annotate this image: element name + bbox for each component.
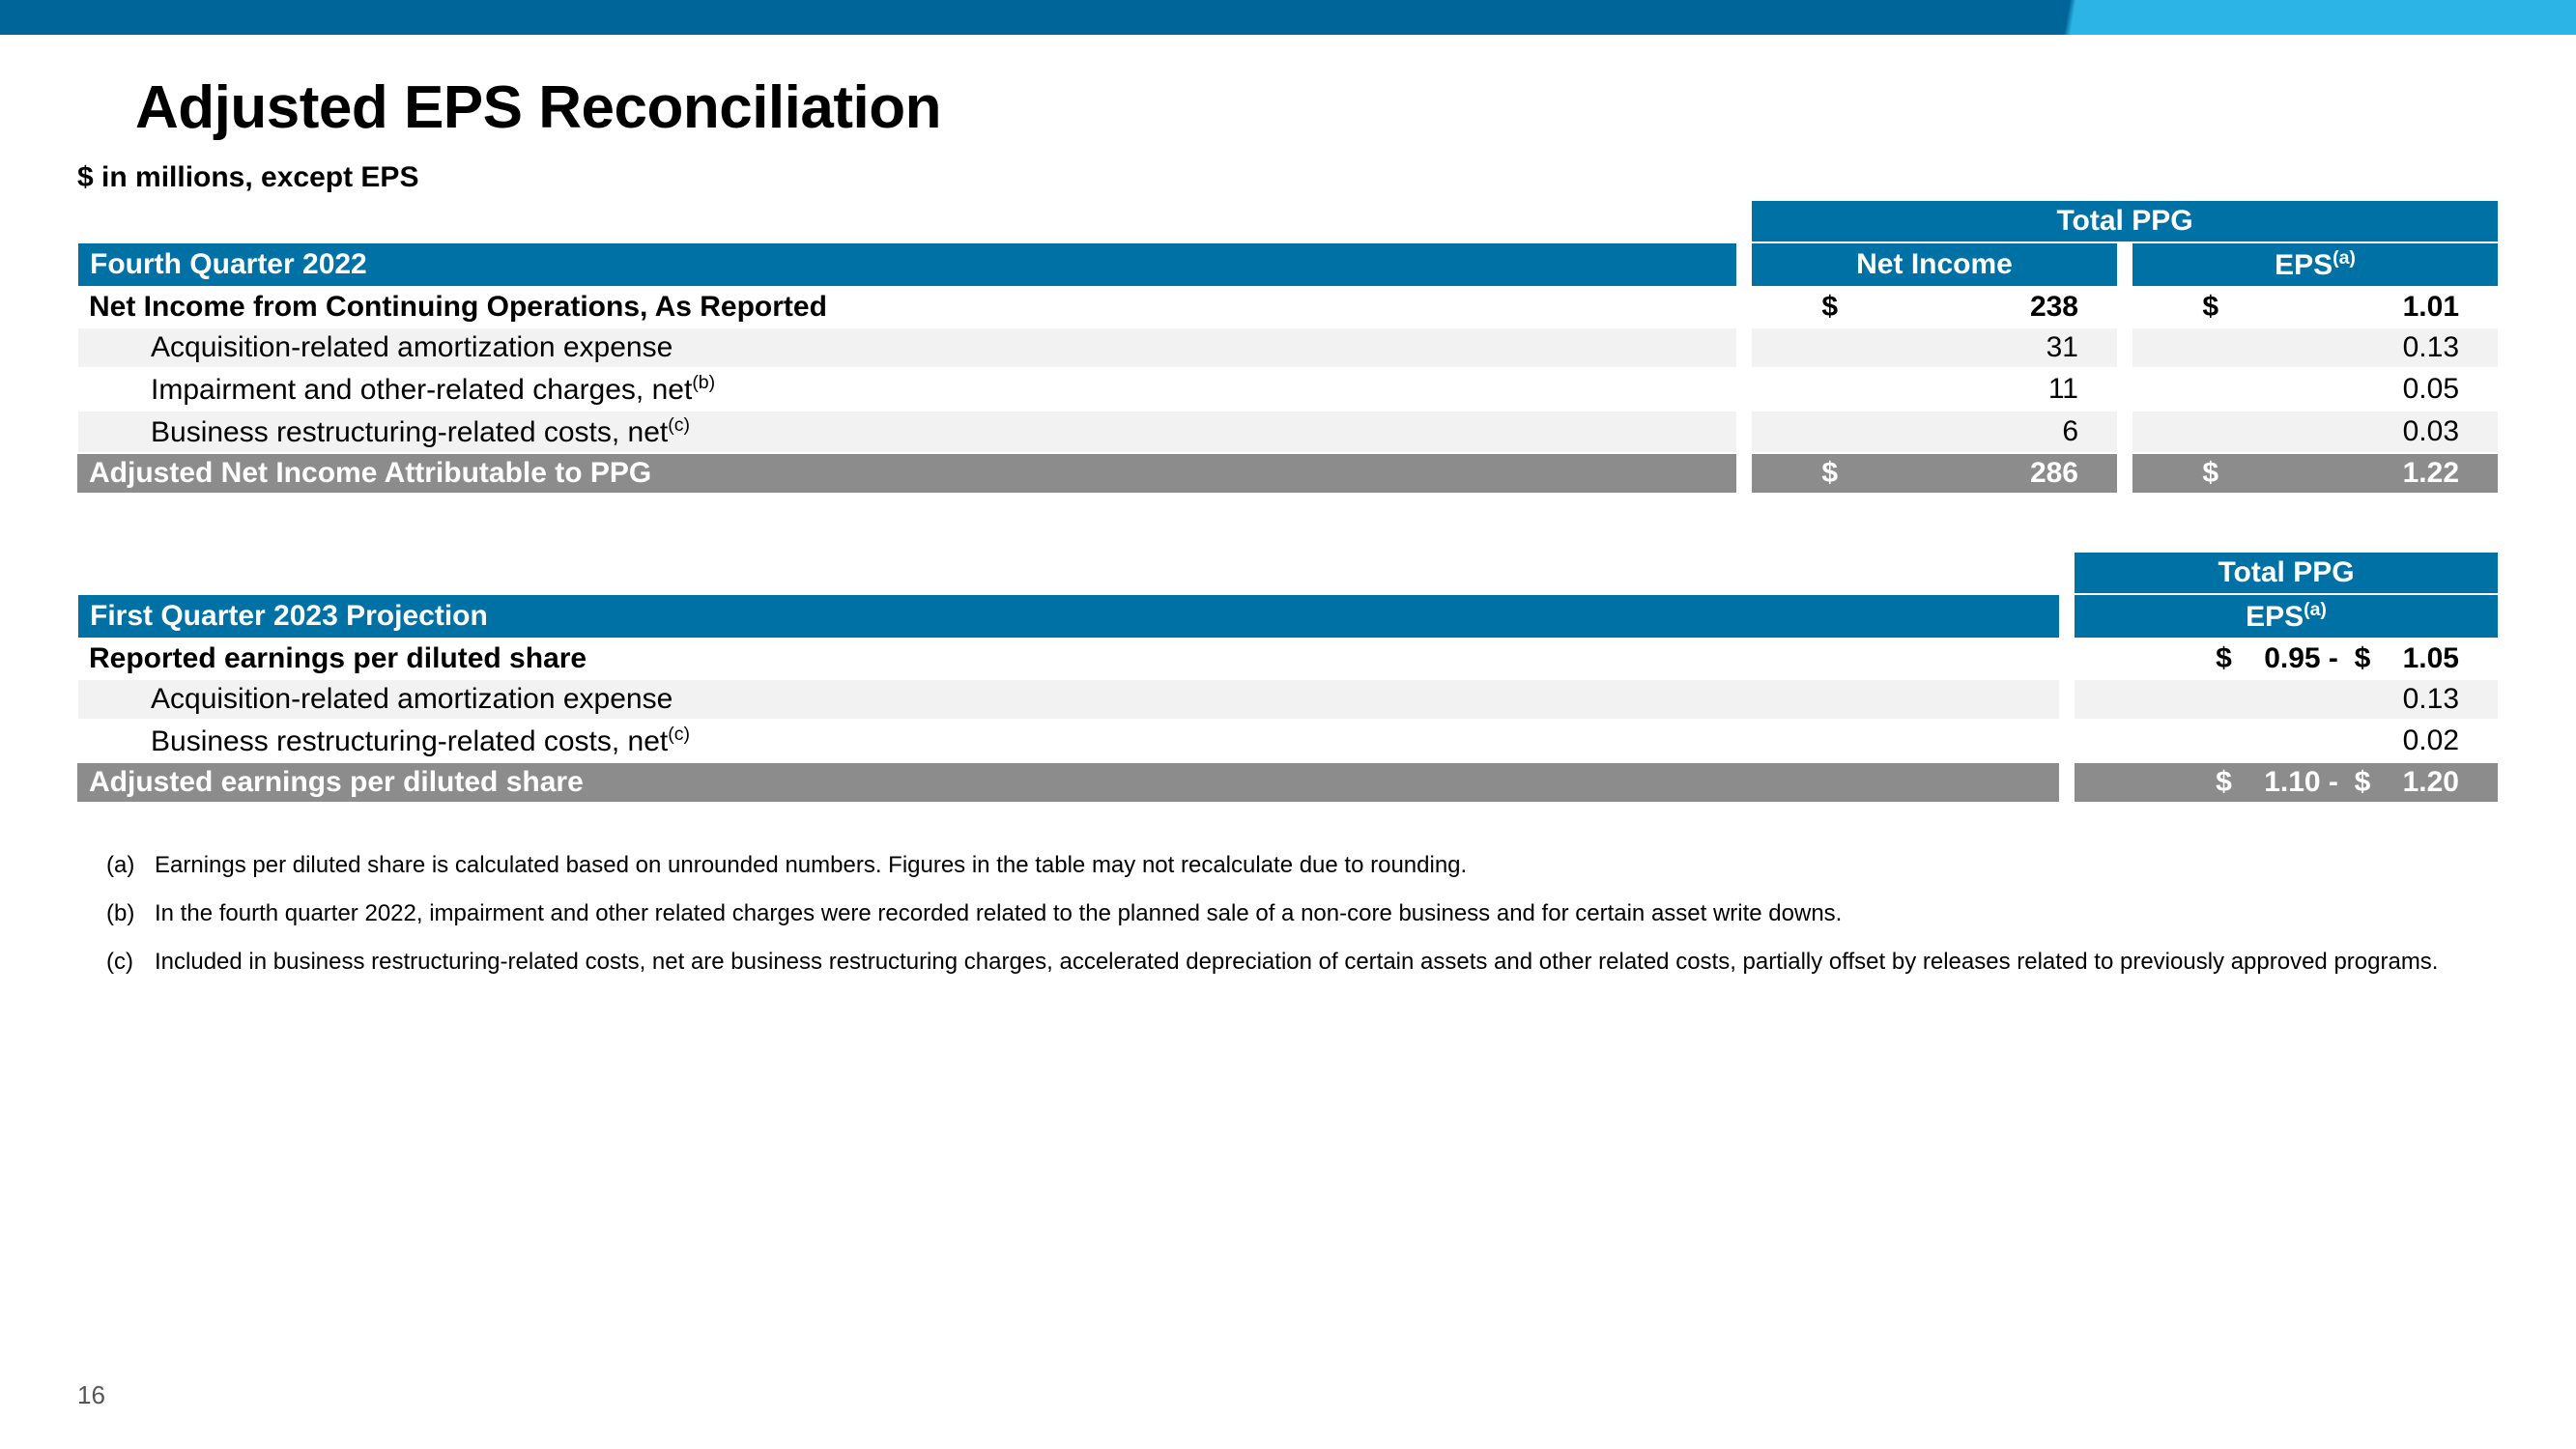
table-row: Business restructuring-related costs, ne… [77,720,2499,762]
net-income-value: 6 [1838,411,2118,453]
currency-symbol: $ [2132,287,2218,327]
eps-value: 0.02 [2161,720,2499,762]
row-label: Acquisition-related amortization expense [139,679,2060,720]
footnote-key: (b) [106,899,155,928]
table-row: Net Income from Continuing Operations, A… [77,287,2499,327]
eps-value: 0.05 [2218,368,2499,411]
eps-value: 0.13 [2161,679,2499,720]
table-row: Total PPG [77,552,2499,594]
net-income-value: 286 [1838,453,2118,494]
table-q1-2023-projection: Total PPG First Quarter 2023 Projection … [77,552,2499,803]
units-subtitle: $ in millions, except EPS [77,161,2499,194]
eps-value: $ 0.95 - $ 1.05 [2161,639,2499,679]
header-eps: EPS(a) [2074,594,2499,639]
eps-value: 1.01 [2218,287,2499,327]
footnote-a: (a) Earnings per diluted share is calcul… [106,851,2470,880]
net-income-value: 31 [1838,327,2118,368]
footnote-c: (c) Included in business restructuring-r… [106,948,2470,977]
footnote-text: Included in business restructuring-relat… [155,948,2470,977]
currency-symbol: $ [1751,287,1838,327]
page-title: Adjusted EPS Reconciliation [135,73,2499,142]
table-row: Fourth Quarter 2022 Net Income EPS(a) [77,242,2499,287]
header-net-income: Net Income [1751,242,2118,287]
eps-value: 0.03 [2218,411,2499,453]
table-q4-2022: Total PPG Fourth Quarter 2022 Net Income… [77,200,2499,494]
row-label: Net Income from Continuing Operations, A… [77,287,1737,327]
currency-symbol: $ [2132,453,2218,494]
footnote-key: (c) [106,948,155,977]
header-period: Fourth Quarter 2022 [77,242,1737,287]
footnote-key: (a) [106,851,155,880]
table-row: Business restructuring-related costs, ne… [77,411,2499,453]
footnote-text: Earnings per diluted share is calculated… [155,851,2470,880]
eps-value: 0.13 [2218,327,2499,368]
net-income-value: 11 [1838,368,2118,411]
footnotes: (a) Earnings per diluted share is calcul… [77,851,2499,977]
table-row: Reported earnings per diluted share $ 0.… [77,639,2499,679]
eps-value: $ 1.10 - $ 1.20 [2161,762,2499,803]
header-total-ppg: Total PPG [1751,200,2499,242]
table-row-total: Adjusted earnings per diluted share $ 1.… [77,762,2499,803]
table-row: Impairment and other-related charges, ne… [77,368,2499,411]
table-row: Total PPG [77,200,2499,242]
row-label: Adjusted earnings per diluted share [77,762,2060,803]
currency-symbol: $ [1751,453,1838,494]
header-period: First Quarter 2023 Projection [77,594,2060,639]
row-label: Adjusted Net Income Attributable to PPG [77,453,1737,494]
row-label: Business restructuring-related costs, ne… [139,411,1737,453]
header-total-ppg: Total PPG [2074,552,2499,594]
row-label: Reported earnings per diluted share [77,639,2060,679]
net-income-value: 238 [1838,287,2118,327]
footnote-b: (b) In the fourth quarter 2022, impairme… [106,899,2470,928]
row-label: Impairment and other-related charges, ne… [139,368,1737,411]
slide-content: Adjusted EPS Reconciliation $ in million… [0,35,2576,977]
row-label: Business restructuring-related costs, ne… [139,720,2060,762]
table-row: First Quarter 2023 Projection EPS(a) [77,594,2499,639]
row-label: Acquisition-related amortization expense [139,327,1737,368]
eps-value: 1.22 [2218,453,2499,494]
top-accent-bar [0,0,2576,35]
table-row: Acquisition-related amortization expense… [77,679,2499,720]
page-number: 16 [77,1380,105,1410]
header-eps: EPS(a) [2132,242,2499,287]
table-row: Acquisition-related amortization expense… [77,327,2499,368]
table-row-total: Adjusted Net Income Attributable to PPG … [77,453,2499,494]
footnote-text: In the fourth quarter 2022, impairment a… [155,899,2470,928]
